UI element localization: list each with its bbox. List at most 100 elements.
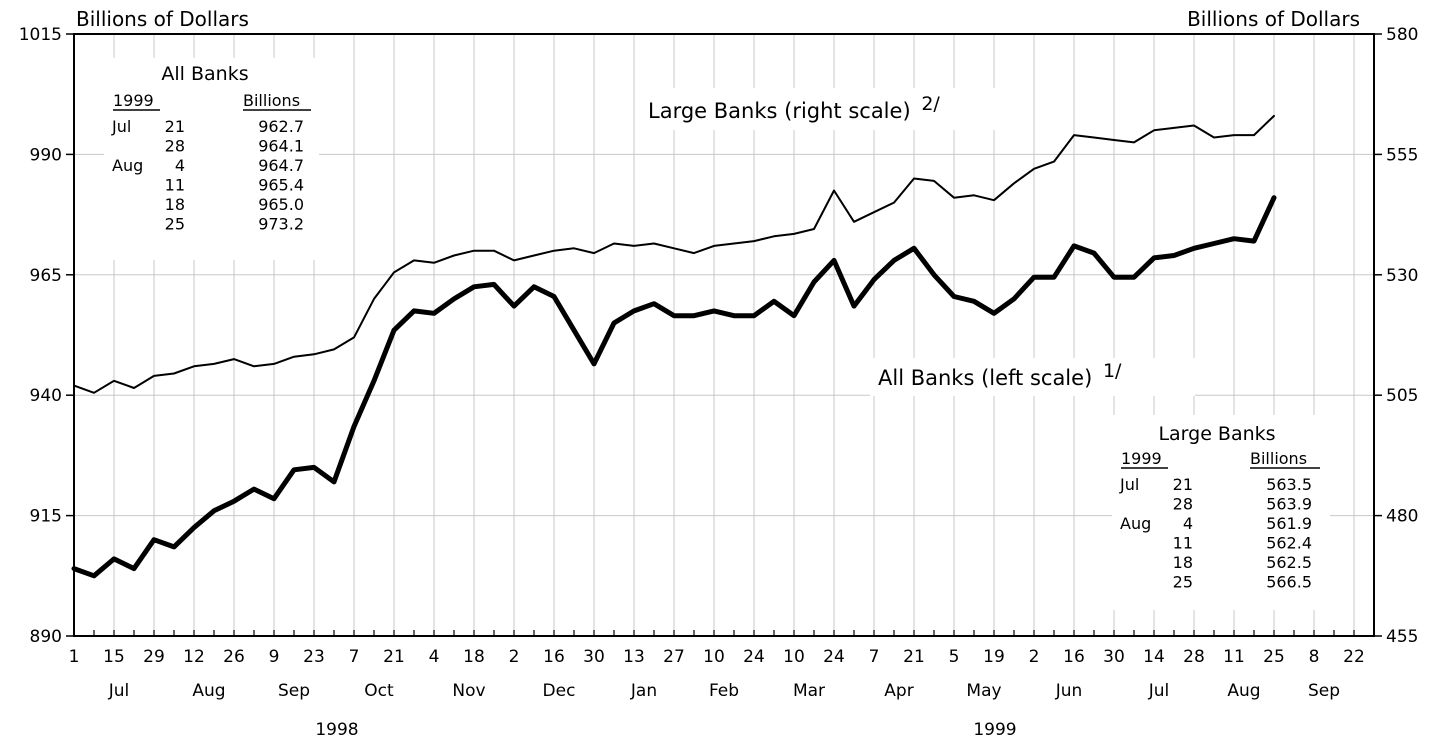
month-labels: Jul Aug Sep Oct Nov Dec Jan Feb Mar Apr May Jun Jul A… bbox=[108, 681, 1340, 701]
x-tick-label: 30 bbox=[1103, 647, 1125, 667]
month-label: Jul bbox=[1148, 681, 1170, 701]
table-all-banks-rows: Jul 21 962.7 28 964.1 Aug 4 964.7 11 965.4 18 965.0… bbox=[111, 117, 304, 234]
table-row-day: 21 bbox=[165, 117, 185, 136]
table-large-banks-bg bbox=[1112, 415, 1330, 610]
x-tick-label: 19 bbox=[983, 647, 1005, 667]
table-row-value: 563.5 bbox=[1266, 475, 1312, 494]
x-axis-ticks: 1 15 29 12 26 9 23 7 21 4 18 2 16 30 13 27 10 24 10 24 7 21 5 1… bbox=[69, 647, 1365, 667]
table-all-banks: All Banks 1999 Billions Jul 21 962.7 28 964.… bbox=[104, 58, 319, 260]
x-tick-label: 2 bbox=[509, 647, 520, 667]
month-label: Dec bbox=[543, 681, 576, 701]
x-tick-label: 9 bbox=[269, 647, 280, 667]
table-row-day: 4 bbox=[1183, 514, 1193, 533]
month-label: Apr bbox=[884, 681, 913, 701]
x-tick-label: 16 bbox=[543, 647, 565, 667]
table-row-day: 18 bbox=[1173, 553, 1193, 572]
table-row-day: 25 bbox=[1173, 573, 1193, 592]
x-tick-label: 24 bbox=[743, 647, 765, 667]
month-label: Feb bbox=[709, 681, 739, 701]
table-row-value: 566.5 bbox=[1266, 573, 1312, 592]
table-row-month: Aug bbox=[112, 156, 143, 175]
month-label: Nov bbox=[452, 681, 485, 701]
right-axis-ticks: 455 480 505 530 555 580 bbox=[1374, 25, 1418, 647]
left-axis-unit: Billions of Dollars bbox=[76, 7, 249, 31]
table-row-day: 21 bbox=[1173, 475, 1193, 494]
x-tick-label: 28 bbox=[1183, 647, 1205, 667]
month-label: Aug bbox=[1227, 681, 1260, 701]
series-layer bbox=[71, 114, 1277, 579]
x-tick-label: 27 bbox=[663, 647, 685, 667]
series-line-large-banks bbox=[73, 114, 1275, 394]
x-tick-label: 21 bbox=[903, 647, 925, 667]
series-label-large-footnote: 2/ bbox=[921, 93, 940, 115]
month-label: Aug bbox=[192, 681, 225, 701]
table-row-value: 562.4 bbox=[1266, 534, 1312, 553]
table-row-month: Jul bbox=[1119, 475, 1139, 494]
month-label: Mar bbox=[793, 681, 825, 701]
right-tick-label: 530 bbox=[1386, 266, 1418, 286]
x-tick-label: 10 bbox=[783, 647, 805, 667]
x-tick-label: 7 bbox=[349, 647, 360, 667]
right-axis-unit: Billions of Dollars bbox=[1187, 7, 1360, 31]
label-bg-large bbox=[640, 88, 1028, 130]
table-all-banks-year-header: 1999 bbox=[113, 91, 154, 110]
table-large-banks-title: Large Banks bbox=[1158, 423, 1275, 445]
table-all-banks-bg bbox=[104, 58, 319, 260]
month-label: Jan bbox=[630, 681, 657, 701]
month-label: Sep bbox=[1308, 681, 1340, 701]
x-tick-label: 24 bbox=[823, 647, 845, 667]
x-tick-label: 14 bbox=[1143, 647, 1165, 667]
table-row-month: Aug bbox=[1120, 514, 1151, 533]
x-tick-label: 8 bbox=[1309, 647, 1320, 667]
plot-frame bbox=[73, 33, 1375, 637]
year-label-1999: 1999 bbox=[973, 720, 1016, 740]
x-tick-label: 1 bbox=[69, 647, 80, 667]
right-tick-label: 480 bbox=[1386, 507, 1418, 527]
table-row-day: 11 bbox=[1173, 534, 1193, 553]
left-tick-label: 915 bbox=[30, 507, 62, 527]
table-row-value: 962.7 bbox=[258, 117, 304, 136]
year-label-1998: 1998 bbox=[315, 720, 358, 740]
table-row-value: 561.9 bbox=[1266, 514, 1312, 533]
table-all-banks-value-header: Billions bbox=[243, 91, 300, 110]
table-row-value: 973.2 bbox=[258, 215, 304, 234]
x-tick-label: 12 bbox=[183, 647, 205, 667]
table-all-banks-title: All Banks bbox=[161, 63, 248, 85]
table-row-value: 964.7 bbox=[258, 156, 304, 175]
month-label: Jun bbox=[1055, 681, 1083, 701]
x-tick-label: 23 bbox=[303, 647, 325, 667]
table-row-month: Jul bbox=[111, 117, 131, 136]
left-tick-label: 940 bbox=[30, 386, 62, 406]
right-tick-label: 555 bbox=[1386, 145, 1418, 165]
table-row-day: 11 bbox=[165, 176, 185, 195]
series-label-all-text: All Banks (left scale) bbox=[878, 366, 1092, 390]
x-tick-label: 11 bbox=[1223, 647, 1245, 667]
x-tick-label: 10 bbox=[703, 647, 725, 667]
series-label-large-text: Large Banks (right scale) bbox=[648, 99, 911, 123]
left-tick-label: 965 bbox=[30, 266, 62, 286]
x-tick-label: 4 bbox=[429, 647, 440, 667]
x-tick-label: 26 bbox=[223, 647, 245, 667]
table-large-banks-value-header: Billions bbox=[1250, 449, 1307, 468]
month-label: Jul bbox=[108, 681, 130, 701]
table-row-value: 964.1 bbox=[258, 137, 304, 156]
series-label-large-banks: Large Banks (right scale) 2/ bbox=[648, 93, 940, 123]
table-row-value: 563.9 bbox=[1266, 495, 1312, 514]
right-tick-label: 455 bbox=[1386, 627, 1418, 647]
table-large-banks-rows: Jul 21 563.5 28 563.9 Aug 4 561.9 11 562.4 18 562.5… bbox=[1119, 475, 1312, 592]
table-row-day: 4 bbox=[175, 156, 185, 175]
x-tick-label: 18 bbox=[463, 647, 485, 667]
series-label-all-footnote: 1/ bbox=[1103, 360, 1122, 382]
table-row-day: 25 bbox=[165, 215, 185, 234]
left-axis-ticks: 890 915 940 965 990 1015 bbox=[19, 25, 74, 647]
table-row-value: 965.4 bbox=[258, 176, 304, 195]
left-tick-label: 890 bbox=[30, 627, 62, 647]
table-large-banks: Large Banks 1999 Billions Jul 21 563.5 28 56… bbox=[1112, 415, 1330, 610]
table-row-day: 28 bbox=[1173, 495, 1193, 514]
x-tick-label: 25 bbox=[1263, 647, 1285, 667]
table-row-value: 562.5 bbox=[1266, 553, 1312, 572]
label-bg-all bbox=[870, 358, 1195, 396]
series-line-all-banks bbox=[71, 195, 1277, 579]
table-row-day: 28 bbox=[165, 137, 185, 156]
